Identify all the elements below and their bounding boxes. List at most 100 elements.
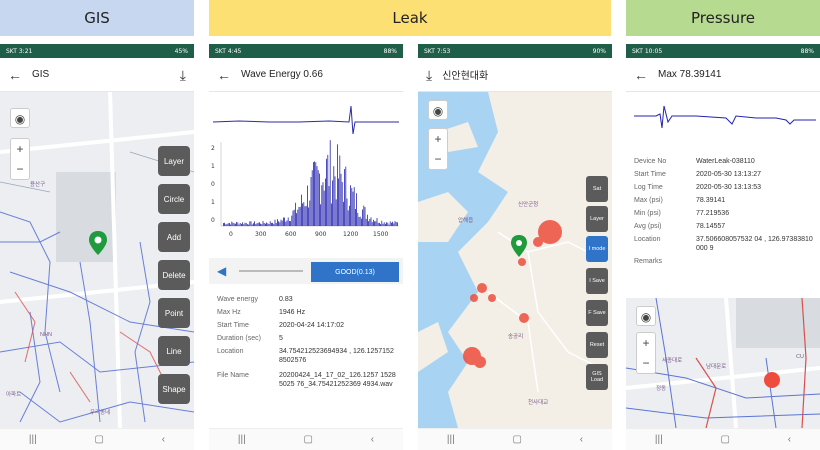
download-icon[interactable]: ⤓ (426, 66, 433, 83)
result-button[interactable]: GOOD(0.13) (311, 262, 399, 282)
spectrum-bar (327, 154, 329, 226)
spectrum-bar (363, 205, 365, 226)
leak-map-graphics (418, 92, 612, 428)
spectrum-bar (386, 222, 387, 226)
zoom-out-button[interactable]: − (16, 162, 24, 176)
add-button[interactable]: Add (158, 222, 190, 252)
x-tick-label: 900 (315, 231, 327, 238)
home-icon[interactable]: ▢ (303, 434, 313, 445)
header-pressure-label: Pressure (690, 9, 756, 27)
back-arrow-icon[interactable]: ← (634, 66, 648, 83)
compass-icon[interactable]: ◉ (10, 108, 30, 128)
spectrum-bar (290, 221, 291, 226)
zoom-out-button[interactable]: − (434, 152, 442, 166)
compass-icon[interactable]: ◉ (428, 100, 448, 120)
home-icon[interactable]: ▢ (720, 434, 730, 445)
playback-slider[interactable] (239, 270, 303, 272)
info-row: Device No WaterLeak-038110 (634, 158, 814, 171)
recent-apps-icon[interactable]: ||| (654, 434, 663, 445)
recent-apps-icon[interactable]: ||| (28, 434, 37, 445)
screen-title: Max 78.39141 (658, 69, 722, 80)
gis-map[interactable]: ◉ + − 용산구 NHN 아파트 우리동네 Layer Circle Add … (0, 92, 194, 428)
app-bar: ⤓ 신안현대화 (418, 58, 612, 92)
speaker-icon[interactable]: ◀ (217, 264, 227, 278)
circle-button[interactable]: Circle (158, 184, 190, 214)
spectrum-bar (295, 202, 296, 226)
leak-map[interactable]: ◉ + − 신안군청 압해읍 송공리 천사대교 Sat Layer I mode… (418, 92, 612, 428)
map-label: 용산구 (30, 182, 46, 188)
spectrum-bar (268, 223, 270, 226)
info-row: Log Time 2020-05-30 13:13:53 (634, 184, 814, 197)
compass-icon[interactable]: ◉ (636, 306, 656, 326)
spectrum-bar (345, 166, 347, 226)
i-mode-button[interactable]: I mode (586, 236, 608, 262)
spectrum-bar (255, 224, 257, 226)
spectrum-bar (225, 224, 227, 226)
status-right: 45% (174, 47, 188, 55)
back-arrow-icon[interactable]: ← (8, 66, 22, 83)
screen-title: 신안현대화 (442, 71, 489, 82)
map-label: 천사대교 (528, 400, 549, 406)
delete-button[interactable]: Delete (158, 260, 190, 290)
map-label: 정동 (656, 386, 667, 392)
home-icon[interactable]: ▢ (94, 434, 104, 445)
waveform-plot (212, 105, 399, 135)
back-icon[interactable]: ‹ (161, 434, 166, 445)
spectrum-bar (303, 202, 305, 226)
spectrum-bar (269, 221, 271, 226)
pressure-map-graphics (626, 298, 820, 428)
f-save-button[interactable]: F Save (586, 300, 608, 326)
gis-load-button[interactable]: GIS Load (586, 364, 608, 390)
info-value: 2020-05-30 13:13:27 (696, 171, 761, 178)
spectrum-bar (277, 219, 278, 226)
info-row: Location 37.506608057532 04 , 126.9738381… (634, 236, 814, 258)
pressure-plot (634, 105, 816, 129)
spectrum-bar (331, 203, 332, 226)
shape-button[interactable]: Shape (158, 374, 190, 404)
recent-apps-icon[interactable]: ||| (237, 434, 246, 445)
spectrum-bar (289, 221, 290, 226)
spectrum-bar (376, 218, 378, 226)
zoom-in-button[interactable]: + (434, 132, 442, 146)
layer-button[interactable]: Layer (158, 146, 190, 176)
i-save-button[interactable]: I Save (586, 268, 608, 294)
info-row: Min (psi) 77.219536 (634, 210, 814, 223)
info-key: Avg (psi) (634, 223, 662, 230)
spectrum-bar (291, 215, 293, 226)
info-value: 37.506608057532 04 , 126.97383810000 9 (696, 236, 813, 252)
location-pin-icon[interactable] (88, 230, 108, 256)
layer-button[interactable]: Layer (586, 206, 608, 232)
y-tick-label: 2 (211, 145, 215, 152)
spectrum-bar (313, 162, 314, 226)
spectrum-bar (367, 214, 368, 226)
sat-button[interactable]: Sat (586, 176, 608, 202)
home-icon[interactable]: ▢ (512, 434, 522, 445)
reset-button[interactable]: Reset (586, 332, 608, 358)
location-pin-icon[interactable] (510, 234, 528, 258)
point-button[interactable]: Point (158, 298, 190, 328)
zoom-out-button[interactable]: − (642, 356, 650, 370)
zoom-in-button[interactable]: + (16, 142, 24, 156)
download-icon[interactable]: ⤓ (179, 66, 186, 83)
map-label: CU (796, 354, 804, 360)
map-label: 남대문로 (706, 364, 727, 370)
spectrum-bar (261, 224, 263, 226)
spectrum-bar (285, 221, 287, 226)
line-button[interactable]: Line (158, 336, 190, 366)
spectrum-bar (344, 169, 345, 226)
back-icon[interactable]: ‹ (787, 434, 792, 445)
nav-bar: ||| ▢ ‹ (0, 428, 194, 450)
spectrum-bar (280, 219, 282, 226)
spectrum-bar (320, 204, 321, 226)
zoom-in-button[interactable]: + (642, 336, 650, 350)
back-icon[interactable]: ‹ (579, 434, 584, 445)
recent-apps-icon[interactable]: ||| (446, 434, 455, 445)
back-arrow-icon[interactable]: ← (217, 66, 231, 83)
spectrum-bar (238, 224, 240, 226)
spectrum-bar (271, 222, 272, 226)
back-icon[interactable]: ‹ (370, 434, 375, 445)
spectrum-bar (226, 223, 228, 226)
spectrum-bar (310, 177, 312, 226)
x-tick-label: 1200 (343, 231, 358, 238)
pressure-map[interactable]: ◉ + − 세종대로 남대문로 정동 CU (626, 298, 820, 428)
